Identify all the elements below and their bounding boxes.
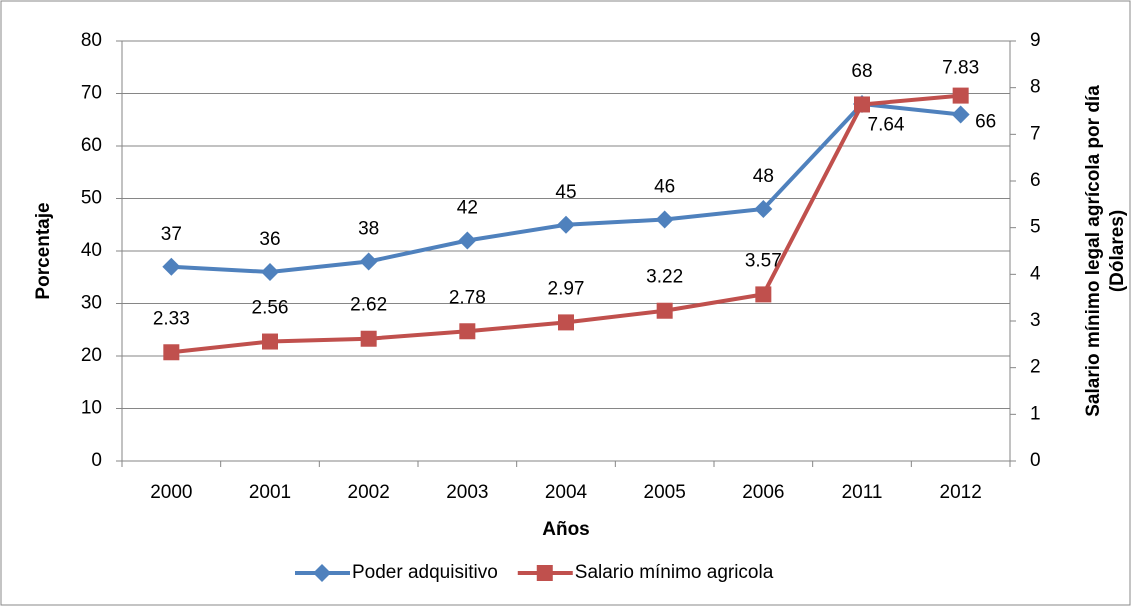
point-marker: [656, 302, 673, 319]
data-label: 2.78: [449, 287, 486, 308]
x-tick-label: 2003: [446, 482, 488, 503]
data-label: 2.33: [153, 308, 190, 329]
data-label: 45: [555, 182, 576, 203]
y-tick-label: 30: [81, 293, 102, 314]
data-label: 2.56: [252, 298, 289, 319]
y2-tick-label: 9: [1030, 30, 1041, 51]
data-label: 7.83: [942, 58, 979, 79]
point-marker: [952, 87, 969, 104]
y2-tick-label: 6: [1030, 170, 1041, 191]
data-label: 68: [851, 61, 872, 82]
data-label: 36: [259, 229, 280, 250]
y2-axis-title: Salario mínimo legal agrícola por día: [1083, 85, 1104, 417]
y-tick-label: 40: [81, 240, 102, 261]
y2-tick-label: 1: [1030, 403, 1041, 424]
y2-axis-title: (Dólares): [1107, 210, 1128, 292]
point-marker: [458, 231, 477, 250]
y-axis-title: Porcentaje: [33, 202, 54, 299]
x-tick-label: 2005: [644, 482, 686, 503]
point-marker: [557, 215, 575, 234]
point-marker: [162, 257, 181, 276]
point-marker: [163, 344, 180, 361]
data-label: 66: [975, 112, 996, 133]
y2-tick-label: 8: [1030, 77, 1041, 98]
data-label: 48: [753, 166, 774, 187]
legend-label: Salario mínimo agricola: [575, 562, 774, 583]
y2-tick-label: 3: [1030, 310, 1041, 331]
data-label: 2.97: [548, 278, 585, 299]
y-tick-label: 80: [81, 30, 102, 51]
x-tick-label: 2006: [742, 482, 784, 503]
y2-tick-label: 2: [1030, 357, 1041, 378]
legend-marker: [313, 564, 331, 582]
point-marker: [262, 333, 278, 350]
y-tick-label: 10: [81, 398, 102, 419]
point-marker: [359, 252, 378, 271]
x-tick-label: 2000: [150, 482, 192, 503]
y-tick-label: 20: [81, 345, 102, 366]
data-label: 3.57: [745, 250, 782, 271]
point-marker: [459, 323, 476, 340]
point-marker: [558, 314, 574, 331]
data-label: 37: [161, 224, 182, 245]
data-label: 7.64: [868, 114, 905, 135]
point-marker: [951, 105, 970, 124]
data-label: 46: [654, 177, 675, 198]
y-tick-label: 70: [81, 83, 102, 104]
y2-tick-label: 4: [1030, 263, 1041, 284]
y2-tick-label: 5: [1030, 217, 1041, 238]
point-marker: [755, 286, 772, 303]
data-label: 2.62: [350, 295, 387, 316]
y-tick-label: 60: [81, 135, 102, 156]
y-tick-label: 50: [81, 188, 102, 209]
data-label: 38: [358, 219, 379, 240]
x-tick-label: 2002: [348, 482, 390, 503]
x-tick-label: 2011: [842, 482, 883, 503]
legend-marker: [536, 565, 553, 581]
x-tick-label: 2004: [545, 482, 588, 503]
y2-tick-label: 0: [1030, 450, 1041, 471]
x-axis-title: Años: [542, 519, 590, 540]
x-tick-label: 2001: [249, 482, 291, 503]
point-marker: [360, 330, 377, 347]
point-marker: [854, 96, 870, 113]
y2-tick-label: 7: [1030, 123, 1041, 144]
x-tick-label: 2012: [940, 482, 982, 503]
point-marker: [754, 200, 773, 218]
point-marker: [655, 210, 674, 229]
y-tick-label: 0: [91, 450, 102, 471]
point-marker: [261, 263, 279, 281]
legend-label: Poder adquisitivo: [352, 562, 498, 583]
data-label: 42: [457, 198, 478, 219]
data-label: 3.22: [646, 267, 683, 288]
